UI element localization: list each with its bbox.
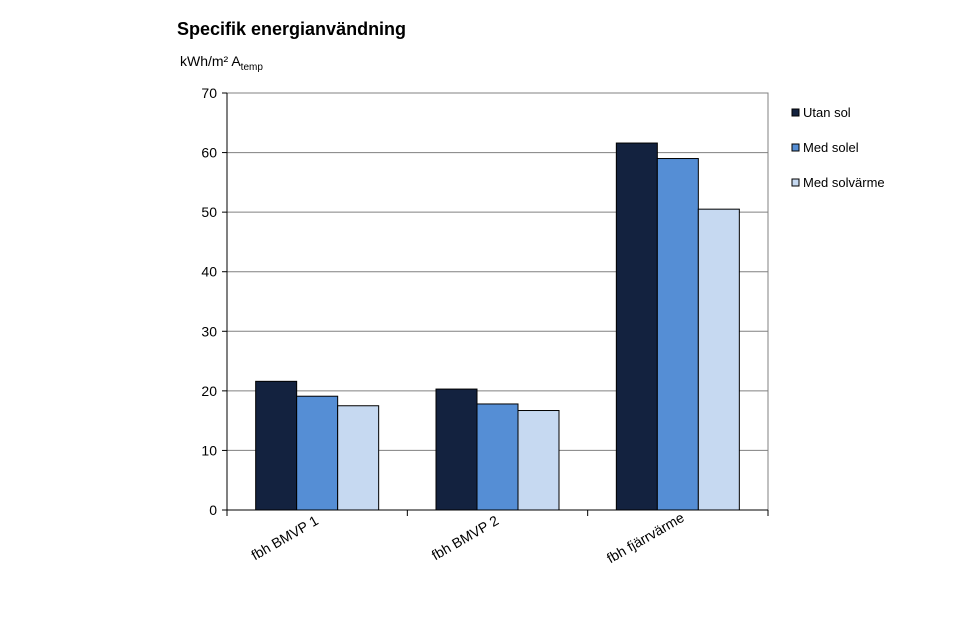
bar bbox=[476, 403, 519, 511]
bar bbox=[615, 142, 658, 511]
legend-label: Med solvärme bbox=[803, 175, 885, 190]
y-tick-label: 60 bbox=[201, 145, 217, 161]
y-axis-unit-main: kWh/m² A bbox=[180, 53, 241, 69]
legend-label: Med solel bbox=[803, 140, 859, 155]
y-tick-label: 50 bbox=[201, 204, 217, 220]
bar bbox=[517, 410, 560, 511]
y-tick-label: 20 bbox=[201, 383, 217, 399]
bar bbox=[255, 380, 298, 511]
y-tick-label: 0 bbox=[209, 502, 217, 518]
chart-title: Specifik energianvändning bbox=[177, 19, 407, 39]
legend-swatch bbox=[791, 178, 800, 187]
y-tick-label: 10 bbox=[201, 442, 217, 458]
y-axis-unit: kWh/m² Atemp bbox=[180, 53, 263, 73]
x-tick-label: fbh fjärrvärme bbox=[604, 509, 687, 566]
bar bbox=[435, 388, 478, 511]
bar bbox=[697, 208, 740, 511]
legend-swatch bbox=[791, 108, 800, 117]
bar bbox=[337, 405, 380, 511]
y-tick-label: 30 bbox=[201, 323, 217, 339]
y-axis-unit-sub: temp bbox=[240, 61, 263, 73]
y-tick-label: 70 bbox=[201, 85, 217, 101]
bar bbox=[656, 158, 699, 511]
x-tick-label: fbh BMVP 2 bbox=[429, 512, 502, 563]
x-tick-label: fbh BMVP 1 bbox=[248, 512, 321, 563]
legend-label: Utan sol bbox=[803, 105, 851, 120]
legend-swatch bbox=[791, 143, 800, 152]
y-tick-label: 40 bbox=[201, 264, 217, 280]
bar bbox=[296, 395, 339, 511]
